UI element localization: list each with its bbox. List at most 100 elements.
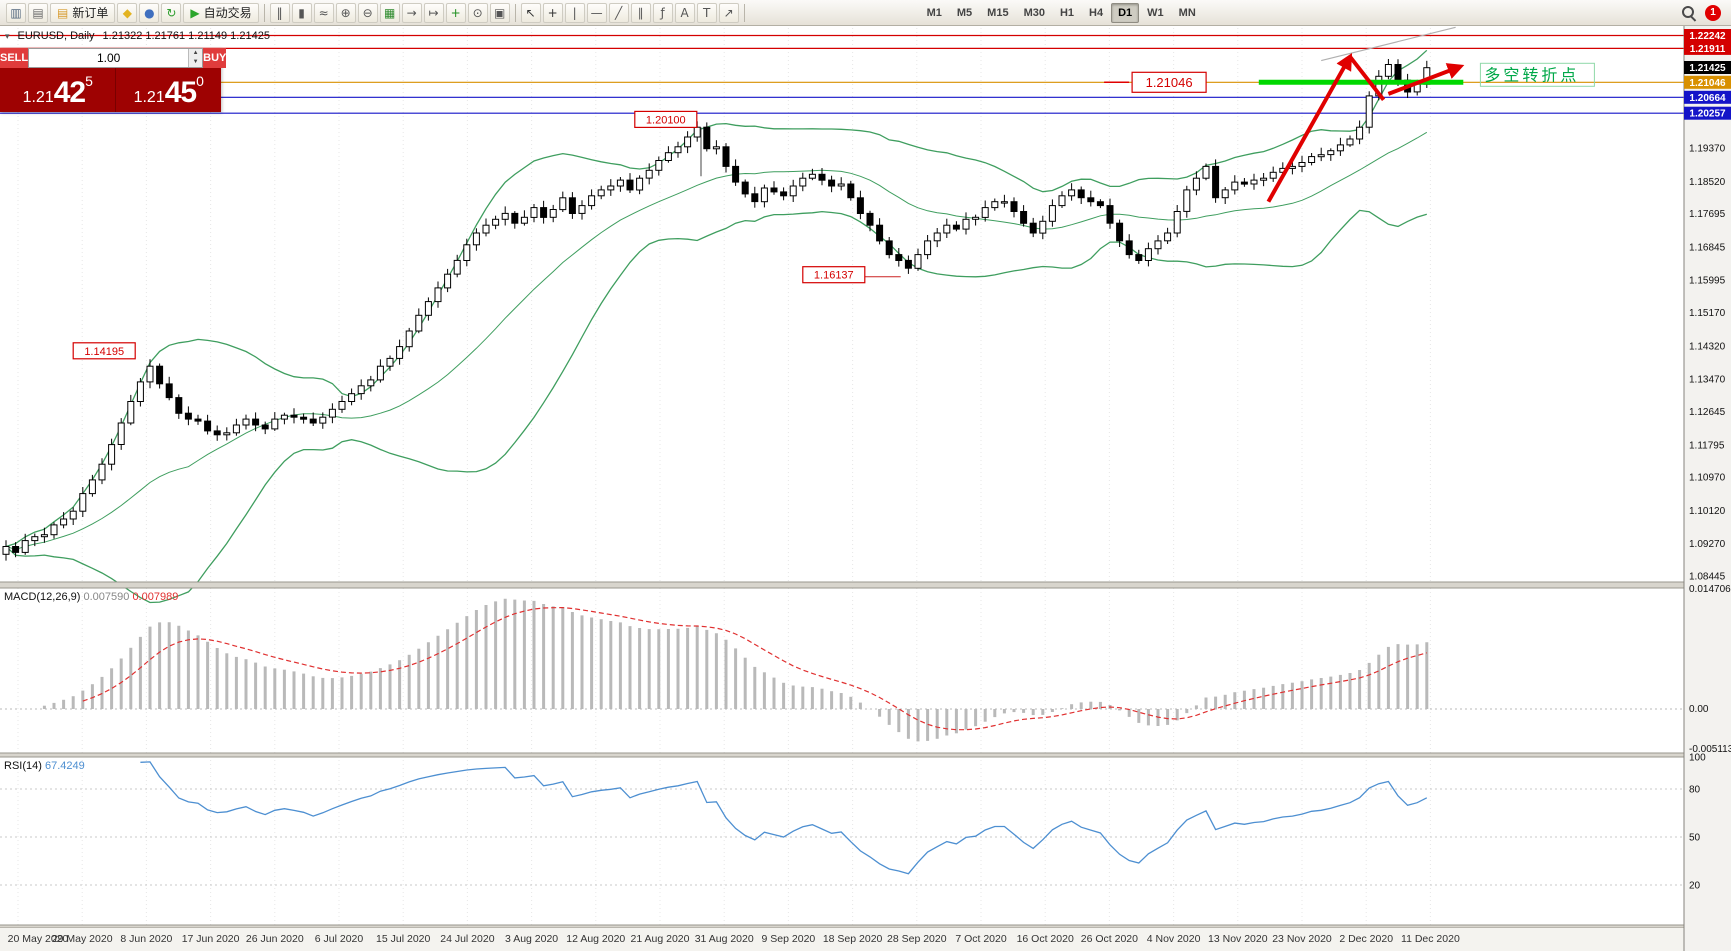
candle <box>588 195 596 207</box>
text-icon[interactable]: A <box>674 2 695 23</box>
trend-arrow[interactable] <box>1348 55 1386 102</box>
refresh-icon[interactable]: ↻ <box>161 2 182 23</box>
candle <box>50 524 58 536</box>
price-scale[interactable] <box>1684 26 1731 951</box>
price-tag[interactable] <box>1684 61 1731 74</box>
horizontal-line-icon[interactable]: — <box>586 2 607 23</box>
date-label: 11 Dec 2020 <box>1401 933 1460 945</box>
timeframe-m30[interactable]: M30 <box>1023 6 1045 19</box>
add-indicator-icon[interactable]: + <box>445 2 466 23</box>
sell-price[interactable]: 1.21 42 5 <box>0 68 117 112</box>
candle <box>1202 165 1210 179</box>
sell-button[interactable]: SELL <box>0 48 29 68</box>
bar-chart-icon-glyph: ‖ <box>276 5 283 20</box>
trade-panel-toggle[interactable]: ▾ <box>5 30 10 41</box>
timeframe-m1[interactable]: M1 <box>926 6 942 19</box>
deposit-icon[interactable]: ◆ <box>117 2 138 23</box>
vertical-line-icon[interactable]: | <box>564 2 585 23</box>
candle <box>943 224 951 234</box>
volume-decrease-button[interactable]: ▼ <box>189 58 203 67</box>
price-tag[interactable] <box>1684 41 1731 55</box>
bollinger-lower-band[interactable] <box>5 209 1427 604</box>
chart-window-icon[interactable]: ▥ <box>6 2 26 23</box>
timeframe-d1[interactable]: D1 <box>1111 2 1140 23</box>
fibonacci-icon[interactable]: ƒ <box>652 2 673 23</box>
autotrading-button-label: 自动交易 <box>203 5 252 20</box>
timeframe-mn[interactable]: MN <box>1178 6 1196 19</box>
candle <box>1077 189 1085 199</box>
chart-canvas[interactable]: 1.14195 1.20100 1.16137 1.21046 多空转折点 20 May … <box>0 26 1731 951</box>
time-scale[interactable] <box>0 928 1731 951</box>
panel-separator[interactable] <box>0 753 1731 757</box>
arrows-icon[interactable]: ↗ <box>718 2 739 23</box>
candle <box>1154 240 1162 250</box>
crosshair-icon[interactable]: + <box>542 2 563 23</box>
trend-arrow[interactable] <box>1266 53 1353 203</box>
price-annotation-text[interactable]: 1.14195 <box>84 346 124 358</box>
panel-separator[interactable] <box>0 925 1731 928</box>
candle <box>847 183 855 199</box>
price-tag[interactable] <box>1684 29 1731 42</box>
text-label-icon[interactable]: T <box>696 2 717 23</box>
profiles-icon[interactable]: ▤ <box>28 2 48 23</box>
buy-button[interactable]: BUY <box>203 48 227 68</box>
bollinger-upper-band[interactable] <box>5 49 1428 548</box>
date-label: 29 May 2020 <box>52 933 113 945</box>
price-annotation-text[interactable]: 1.21046 <box>1146 75 1193 90</box>
user-icon[interactable]: ● <box>139 2 160 23</box>
search-icon[interactable] <box>1680 4 1697 21</box>
price-tag[interactable] <box>1684 90 1731 104</box>
price-tick: 1.16845 <box>1689 242 1726 253</box>
buy-price[interactable]: 1.21 45 0 <box>116 68 221 112</box>
tile-windows-icon[interactable]: ▦ <box>379 2 400 23</box>
price-tag[interactable] <box>1684 106 1731 120</box>
price-annotation-box[interactable] <box>72 342 136 360</box>
price-annotation-box[interactable] <box>634 110 698 129</box>
volume-input-wrap: ▲ ▼ <box>28 48 204 68</box>
new-order-button[interactable]: ▤ 新订单 <box>50 2 116 23</box>
candlestick-chart-icon[interactable]: ▮ <box>291 2 312 23</box>
timeframe-h4[interactable]: H4 <box>1089 6 1104 19</box>
note-text[interactable]: 多空转折点 <box>1484 66 1579 84</box>
candle <box>655 160 663 171</box>
candle <box>741 181 749 195</box>
timeframe-h1[interactable]: H1 <box>1059 6 1075 19</box>
line-chart-icon-glyph: ≈ <box>318 5 329 20</box>
panel-separator[interactable] <box>0 582 1731 588</box>
candle <box>760 187 768 203</box>
zoom-out-icon[interactable]: ⊖ <box>357 2 378 23</box>
price-annotation-box[interactable] <box>1131 71 1207 93</box>
periods-icon[interactable]: ⊙ <box>467 2 488 23</box>
chart-symbol-period: EURUSD, Daily <box>17 30 95 42</box>
line-chart-icon[interactable]: ≈ <box>313 2 334 23</box>
channel-icon[interactable]: ∥ <box>630 2 651 23</box>
candle <box>472 232 480 246</box>
price-annotation-text[interactable]: 1.16137 <box>814 270 854 282</box>
notification-badge[interactable]: 1 <box>1705 4 1721 21</box>
candle <box>252 418 260 426</box>
candle <box>396 346 404 359</box>
chart-shift-icon[interactable]: ↦ <box>423 2 444 23</box>
volume-increase-button[interactable]: ▲ <box>189 49 203 58</box>
note-box[interactable] <box>1479 62 1595 87</box>
template-icon[interactable]: ▣ <box>489 2 510 23</box>
autotrading-button[interactable]: ▶ 自动交易 <box>183 2 259 23</box>
price-tag[interactable] <box>1684 75 1731 89</box>
timeframe-m15[interactable]: M15 <box>987 6 1009 19</box>
auto-scroll-icon[interactable]: → <box>401 2 422 23</box>
bar-chart-icon[interactable]: ‖ <box>269 2 290 23</box>
zoom-in-icon[interactable]: ⊕ <box>335 2 356 23</box>
price-annotation-box[interactable] <box>802 266 866 284</box>
volume-input[interactable] <box>29 49 189 67</box>
trend-arrow[interactable] <box>1387 63 1465 96</box>
candle <box>924 240 932 256</box>
price-annotation-text[interactable]: 1.20100 <box>646 114 686 126</box>
candle <box>300 416 308 420</box>
trendline-icon[interactable]: ╱ <box>608 2 629 23</box>
cursor-icon[interactable]: ↖ <box>520 2 541 23</box>
bollinger-middle-band[interactable] <box>5 131 1428 550</box>
candle <box>501 212 509 220</box>
timeframe-m5[interactable]: M5 <box>956 6 973 19</box>
timeframe-w1[interactable]: W1 <box>1147 6 1164 19</box>
price-tick: 1.08445 <box>1689 572 1726 583</box>
